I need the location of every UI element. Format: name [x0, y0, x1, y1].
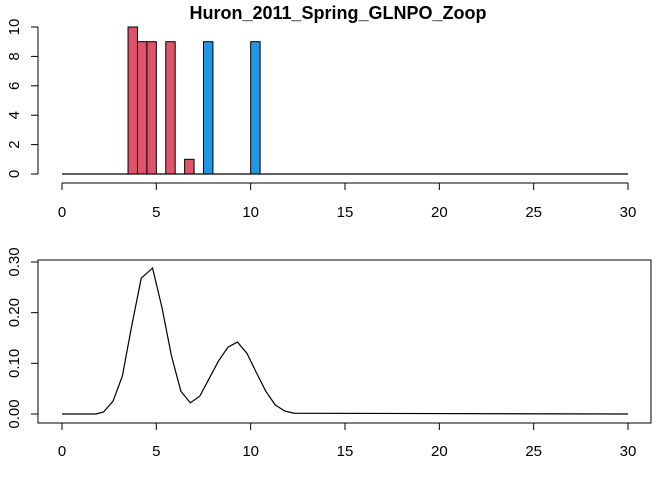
bottom-x-tick-label: 0: [58, 443, 66, 460]
bar-2: [146, 41, 157, 175]
bar-5: [203, 41, 214, 175]
top-y-tick-label: 4: [6, 111, 23, 119]
top-x-tick-label: 5: [152, 204, 160, 221]
bar-6: [250, 41, 261, 175]
bottom-y-tick-label: 0.30: [6, 247, 23, 276]
chart-title: Huron_2011_Spring_GLNPO_Zoop: [189, 3, 486, 23]
bar-0: [127, 26, 138, 175]
bottom-y-tick-label: 0.20: [6, 298, 23, 327]
bar-1: [136, 41, 148, 175]
top-x-tick-label: 10: [242, 204, 259, 221]
bar-3: [165, 41, 176, 175]
top-x-tick-label: 0: [58, 204, 66, 221]
top-x-tick-label: 25: [525, 204, 542, 221]
bottom-x-tick-label: 20: [431, 443, 448, 460]
top-bar-chart: 0 2 4 6 8 10 0 5 10 15 20 25 30: [6, 19, 636, 221]
top-x-tick-label: 30: [620, 204, 637, 221]
top-y-tick-label: 8: [6, 52, 23, 60]
top-x-tick-label: 15: [337, 204, 354, 221]
top-y-tick-label: 0: [6, 170, 23, 178]
top-x-tick-label: 20: [431, 204, 448, 221]
bottom-x-tick-label: 15: [337, 443, 354, 460]
bottom-line-chart: 0.00 0.10 0.20 0.30 0 5 10 15 20 25 30: [6, 247, 652, 460]
plot-frame: [37, 259, 652, 424]
bottom-y-tick-label: 0.00: [6, 399, 23, 428]
bar-4: [184, 158, 195, 175]
bottom-x-tick-label: 10: [242, 443, 259, 460]
top-y-tick-label: 2: [6, 140, 23, 148]
top-y-tick-label: 6: [6, 82, 23, 90]
top-y-tick-label: 10: [6, 19, 23, 36]
bottom-x-tick-label: 25: [525, 443, 542, 460]
bottom-x-tick-label: 30: [620, 443, 637, 460]
bottom-x-tick-label: 5: [152, 443, 160, 460]
bottom-y-tick-label: 0.10: [6, 349, 23, 378]
density-line-0: [62, 266, 629, 415]
